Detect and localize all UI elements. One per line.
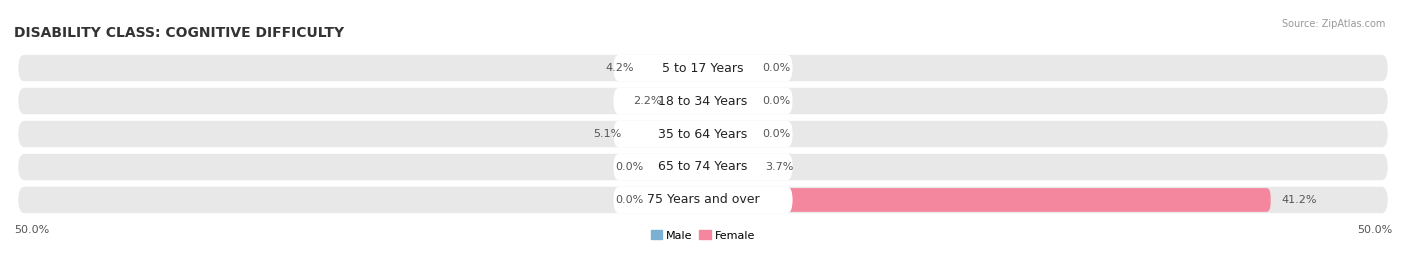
Text: 0.0%: 0.0% bbox=[762, 129, 790, 139]
Text: 18 to 34 Years: 18 to 34 Years bbox=[658, 95, 748, 107]
Text: 2.2%: 2.2% bbox=[633, 96, 662, 106]
FancyBboxPatch shape bbox=[18, 187, 1388, 213]
Text: 0.0%: 0.0% bbox=[616, 162, 644, 172]
FancyBboxPatch shape bbox=[18, 121, 1388, 147]
Text: 5.1%: 5.1% bbox=[593, 129, 621, 139]
Text: 0.0%: 0.0% bbox=[762, 63, 790, 73]
Text: 35 to 64 Years: 35 to 64 Years bbox=[658, 128, 748, 140]
FancyBboxPatch shape bbox=[613, 55, 793, 81]
FancyBboxPatch shape bbox=[613, 88, 793, 114]
FancyBboxPatch shape bbox=[645, 56, 703, 80]
FancyBboxPatch shape bbox=[703, 56, 751, 80]
Text: Source: ZipAtlas.com: Source: ZipAtlas.com bbox=[1281, 19, 1385, 29]
FancyBboxPatch shape bbox=[18, 55, 1388, 81]
Text: DISABILITY CLASS: COGNITIVE DIFFICULTY: DISABILITY CLASS: COGNITIVE DIFFICULTY bbox=[14, 26, 344, 40]
Text: 5 to 17 Years: 5 to 17 Years bbox=[662, 62, 744, 75]
Text: 41.2%: 41.2% bbox=[1282, 195, 1317, 205]
FancyBboxPatch shape bbox=[655, 188, 703, 212]
Legend: Male, Female: Male, Female bbox=[647, 226, 759, 245]
Text: 75 Years and over: 75 Years and over bbox=[647, 193, 759, 206]
Text: 0.0%: 0.0% bbox=[762, 96, 790, 106]
Text: 50.0%: 50.0% bbox=[14, 225, 49, 235]
FancyBboxPatch shape bbox=[18, 88, 1388, 114]
FancyBboxPatch shape bbox=[613, 154, 793, 180]
FancyBboxPatch shape bbox=[613, 187, 793, 213]
FancyBboxPatch shape bbox=[703, 122, 751, 146]
Text: 4.2%: 4.2% bbox=[606, 63, 634, 73]
Text: 0.0%: 0.0% bbox=[616, 195, 644, 205]
FancyBboxPatch shape bbox=[655, 155, 703, 179]
Text: 3.7%: 3.7% bbox=[765, 162, 793, 172]
FancyBboxPatch shape bbox=[703, 89, 751, 113]
FancyBboxPatch shape bbox=[613, 121, 793, 147]
FancyBboxPatch shape bbox=[672, 89, 703, 113]
FancyBboxPatch shape bbox=[703, 188, 1271, 212]
Text: 65 to 74 Years: 65 to 74 Years bbox=[658, 161, 748, 173]
Text: 50.0%: 50.0% bbox=[1357, 225, 1392, 235]
FancyBboxPatch shape bbox=[18, 154, 1388, 180]
FancyBboxPatch shape bbox=[633, 122, 703, 146]
FancyBboxPatch shape bbox=[703, 155, 754, 179]
